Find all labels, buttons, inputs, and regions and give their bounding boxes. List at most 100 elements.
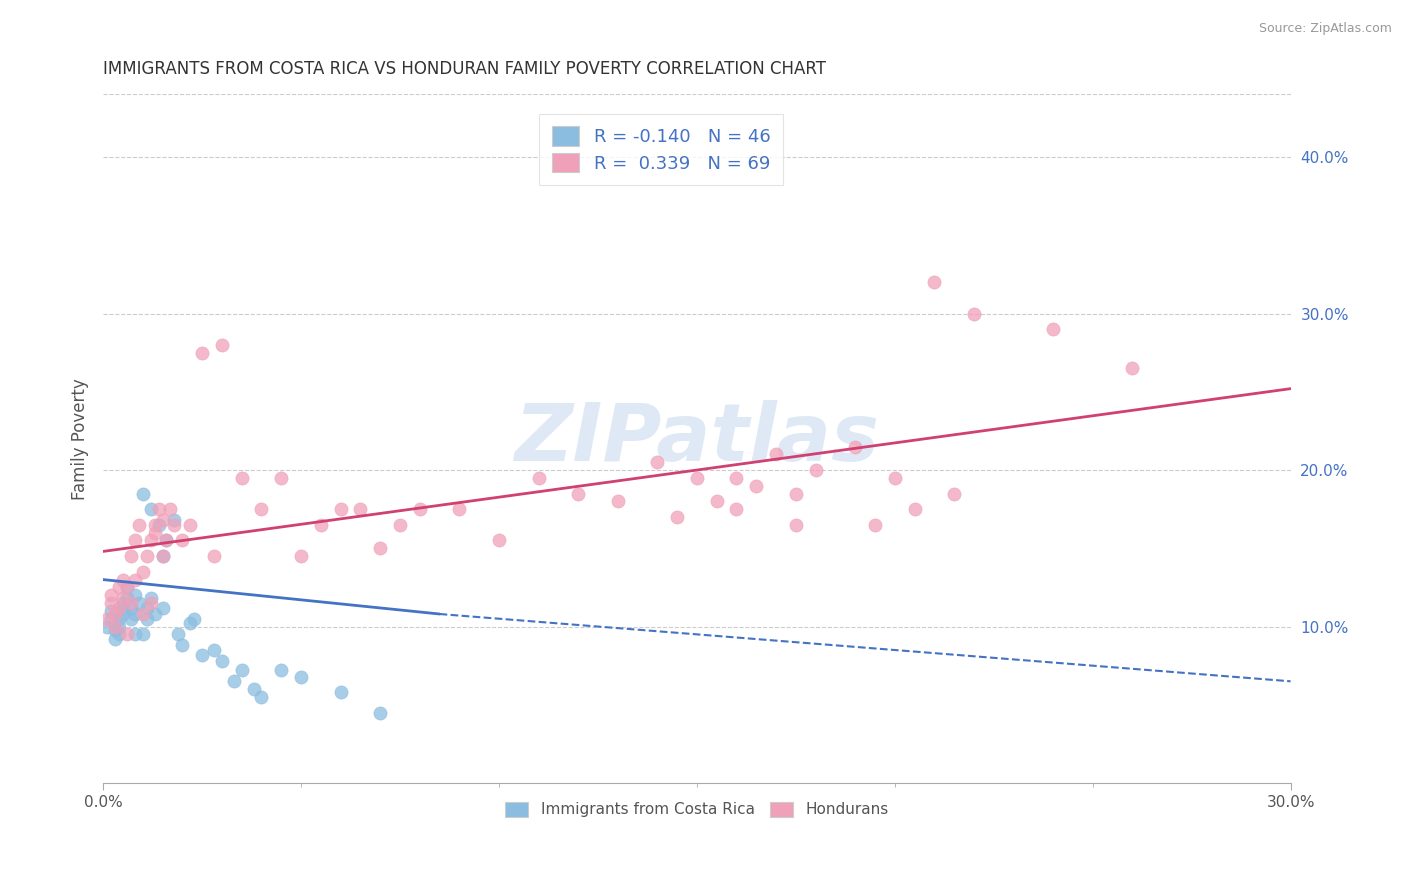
Point: [108, 619, 131, 633]
Point: [250, 690, 273, 704]
Point: [104, 623, 127, 637]
Point: [645, 455, 668, 469]
Point: [155, 533, 177, 548]
Point: [124, 607, 146, 621]
Point: [124, 533, 146, 548]
Point: [785, 517, 807, 532]
Point: [108, 612, 131, 626]
Point: [120, 549, 142, 563]
Point: [527, 471, 550, 485]
Point: [111, 573, 134, 587]
Point: [120, 600, 142, 615]
Point: [924, 275, 946, 289]
Point: [231, 664, 253, 678]
Point: [124, 627, 146, 641]
Point: [1121, 361, 1143, 376]
Point: [132, 486, 155, 500]
Point: [108, 581, 131, 595]
Point: [159, 502, 181, 516]
Point: [96, 619, 118, 633]
Point: [725, 471, 748, 485]
Point: [108, 600, 131, 615]
Point: [943, 486, 966, 500]
Point: [104, 632, 127, 646]
Point: [270, 664, 292, 678]
Point: [120, 612, 142, 626]
Point: [135, 549, 157, 563]
Point: [139, 502, 162, 516]
Point: [152, 600, 174, 615]
Point: [100, 588, 122, 602]
Point: [132, 565, 155, 579]
Point: [172, 533, 194, 548]
Point: [183, 612, 205, 626]
Point: [148, 517, 170, 532]
Point: [329, 685, 352, 699]
Point: [179, 616, 201, 631]
Point: [191, 345, 214, 359]
Point: [179, 517, 201, 532]
Point: [115, 581, 138, 595]
Point: [100, 596, 122, 610]
Point: [111, 591, 134, 606]
Point: [139, 591, 162, 606]
Point: [250, 502, 273, 516]
Point: [449, 502, 471, 516]
Point: [270, 471, 292, 485]
Point: [765, 447, 787, 461]
Point: [329, 502, 352, 516]
Point: [804, 463, 827, 477]
Point: [135, 600, 157, 615]
Point: [388, 517, 411, 532]
Point: [745, 478, 768, 492]
Point: [104, 619, 127, 633]
Point: [167, 627, 190, 641]
Point: [706, 494, 728, 508]
Point: [202, 549, 225, 563]
Point: [163, 517, 186, 532]
Point: [163, 513, 186, 527]
Point: [686, 471, 709, 485]
Y-axis label: Family Poverty: Family Poverty: [72, 378, 89, 500]
Point: [222, 674, 245, 689]
Point: [172, 638, 194, 652]
Point: [96, 612, 118, 626]
Legend: Immigrants from Costa Rica, Hondurans: Immigrants from Costa Rica, Hondurans: [499, 796, 894, 823]
Point: [132, 627, 155, 641]
Point: [143, 525, 166, 540]
Point: [606, 494, 628, 508]
Point: [135, 612, 157, 626]
Point: [409, 502, 432, 516]
Point: [488, 533, 510, 548]
Point: [844, 440, 866, 454]
Point: [725, 502, 748, 516]
Point: [1042, 322, 1064, 336]
Point: [368, 541, 391, 556]
Text: IMMIGRANTS FROM COSTA RICA VS HONDURAN FAMILY POVERTY CORRELATION CHART: IMMIGRANTS FROM COSTA RICA VS HONDURAN F…: [103, 60, 827, 78]
Point: [111, 600, 134, 615]
Point: [863, 517, 886, 532]
Point: [290, 549, 312, 563]
Point: [903, 502, 925, 516]
Point: [148, 502, 170, 516]
Point: [100, 612, 122, 626]
Point: [666, 510, 689, 524]
Point: [567, 486, 589, 500]
Point: [111, 596, 134, 610]
Point: [211, 338, 233, 352]
Point: [152, 549, 174, 563]
Point: [124, 588, 146, 602]
Point: [155, 533, 177, 548]
Point: [963, 306, 986, 320]
Text: ZIPatlas: ZIPatlas: [515, 400, 879, 478]
Point: [100, 604, 122, 618]
Point: [143, 517, 166, 532]
Point: [111, 607, 134, 621]
Point: [115, 627, 138, 641]
Point: [152, 513, 174, 527]
Point: [143, 607, 166, 621]
Point: [309, 517, 332, 532]
Point: [211, 654, 233, 668]
Point: [349, 502, 371, 516]
Point: [883, 471, 905, 485]
